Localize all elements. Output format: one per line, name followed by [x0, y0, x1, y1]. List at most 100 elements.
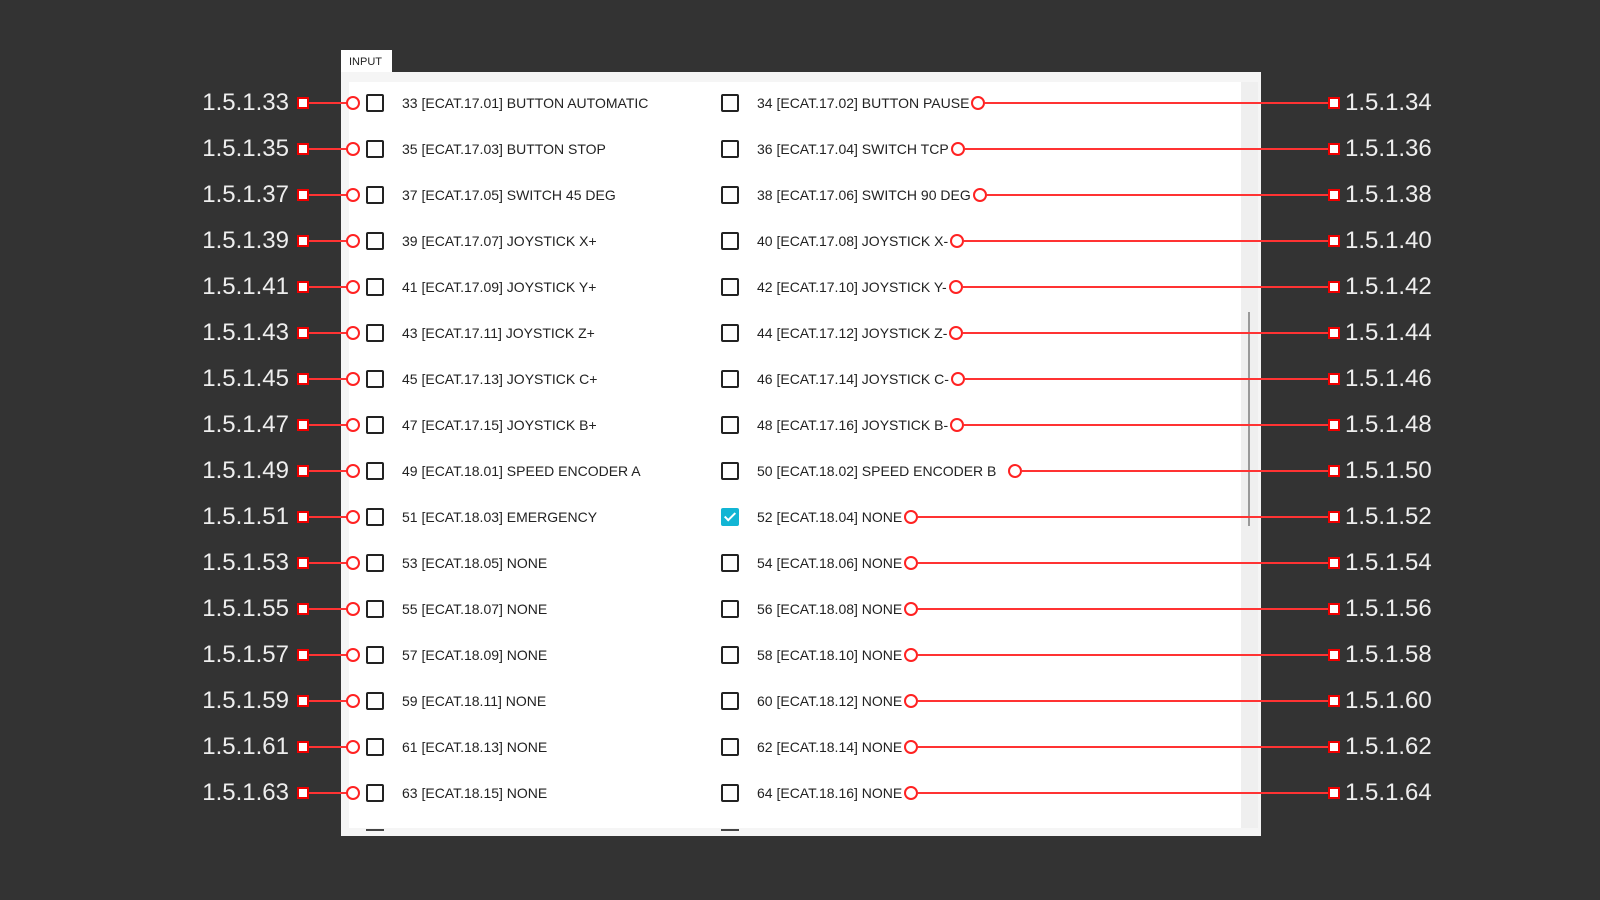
annotation-square-marker [1328, 189, 1340, 201]
io-row: 1.5.1.49 49 [ECAT.18.01] SPEED ENCODER A… [0, 456, 1600, 486]
right-ref-label: 1.5.1.48 [1345, 411, 1432, 438]
left-checkbox[interactable] [366, 324, 384, 342]
right-checkbox[interactable] [721, 232, 739, 250]
right-input-label: 46 [ECAT.17.14] JOYSTICK C- [757, 371, 949, 387]
scrollbar-thumb[interactable] [1248, 312, 1250, 526]
right-input-label: 64 [ECAT.18.16] NONE [757, 785, 903, 801]
annotation-line [918, 700, 1340, 702]
left-input-label: 57 [ECAT.18.09] NONE [402, 647, 548, 663]
right-checkbox[interactable] [721, 738, 739, 756]
left-checkbox[interactable] [366, 370, 384, 388]
left-input-label: 37 [ECAT.17.05] SWITCH 45 DEG [402, 187, 616, 203]
left-ref-label: 1.5.1.49 [202, 457, 289, 484]
right-checkbox[interactable] [721, 462, 739, 480]
annotation-circle-marker [1008, 464, 1023, 478]
annotation-square-marker [297, 465, 309, 477]
left-checkbox[interactable] [366, 508, 384, 526]
annotation-circle-marker [904, 786, 919, 800]
right-checkbox[interactable] [721, 508, 739, 526]
right-annotation: 46 [ECAT.17.14] JOYSTICK C- [757, 364, 1340, 394]
annotation-circle-marker [346, 602, 360, 616]
right-checkbox[interactable] [721, 370, 739, 388]
right-checkbox[interactable] [721, 784, 739, 802]
annotation-square-marker [1328, 465, 1340, 477]
annotation-square-marker [1328, 603, 1340, 615]
right-input-label: 62 [ECAT.18.14] NONE [757, 739, 903, 755]
annotation-circle-marker [950, 234, 965, 248]
left-input-label: 53 [ECAT.18.05] NONE [402, 555, 548, 571]
left-checkbox[interactable] [366, 278, 384, 296]
right-checkbox[interactable] [721, 140, 739, 158]
left-checkbox[interactable] [366, 232, 384, 250]
left-checkbox[interactable] [366, 186, 384, 204]
right-input-label: 44 [ECAT.17.12] JOYSTICK Z- [757, 325, 948, 341]
annotation-square-marker [297, 787, 309, 799]
annotation-circle-marker [904, 740, 919, 754]
annotation-line [1022, 470, 1340, 472]
io-row: 1.5.1.51 51 [ECAT.18.03] EMERGENCY 52 [E… [0, 502, 1600, 532]
right-annotation: 34 [ECAT.17.02] BUTTON PAUSE [757, 88, 1340, 118]
annotation-line [309, 332, 349, 334]
annotation-line [962, 286, 1340, 288]
left-input-label: 51 [ECAT.18.03] EMERGENCY [402, 509, 598, 525]
left-ref-label: 1.5.1.63 [202, 779, 289, 806]
annotation-line [918, 746, 1340, 748]
io-row: 1.5.1.53 53 [ECAT.18.05] NONE 54 [ECAT.1… [0, 548, 1600, 578]
annotation-circle-marker [346, 418, 360, 432]
io-row: 1.5.1.43 43 [ECAT.17.11] JOYSTICK Z+ 44 … [0, 318, 1600, 348]
left-checkbox[interactable] [366, 784, 384, 802]
right-checkbox[interactable] [721, 646, 739, 664]
right-checkbox[interactable] [721, 600, 739, 618]
left-checkbox[interactable] [366, 600, 384, 618]
right-checkbox[interactable] [721, 186, 739, 204]
left-ref-label: 1.5.1.37 [202, 181, 289, 208]
partial-checkbox [721, 829, 739, 831]
left-checkbox[interactable] [366, 416, 384, 434]
io-row: 1.5.1.61 61 [ECAT.18.13] NONE 62 [ECAT.1… [0, 732, 1600, 762]
tab-input[interactable]: INPUT [341, 50, 392, 72]
annotation-line [918, 608, 1340, 610]
annotation-line [985, 102, 1340, 104]
right-input-label: 48 [ECAT.17.16] JOYSTICK B- [757, 417, 949, 433]
left-checkbox[interactable] [366, 554, 384, 572]
right-annotation: 58 [ECAT.18.10] NONE [757, 640, 1340, 670]
annotation-circle-marker [972, 188, 987, 202]
left-input-label: 39 [ECAT.17.07] JOYSTICK X+ [402, 233, 597, 249]
annotation-circle-marker [346, 464, 360, 478]
right-input-label: 36 [ECAT.17.04] SWITCH TCP [757, 141, 949, 157]
annotation-circle-marker [950, 418, 965, 432]
annotation-square-marker [297, 557, 309, 569]
left-checkbox[interactable] [366, 646, 384, 664]
left-input-label: 45 [ECAT.17.13] JOYSTICK C+ [402, 371, 598, 387]
right-input-label: 54 [ECAT.18.06] NONE [757, 555, 903, 571]
annotation-square-marker [1328, 787, 1340, 799]
annotation-line [309, 424, 349, 426]
left-input-label: 35 [ECAT.17.03] BUTTON STOP [402, 141, 606, 157]
right-checkbox[interactable] [721, 94, 739, 112]
right-checkbox[interactable] [721, 692, 739, 710]
right-checkbox[interactable] [721, 324, 739, 342]
left-input-label: 63 [ECAT.18.15] NONE [402, 785, 548, 801]
right-checkbox[interactable] [721, 278, 739, 296]
right-checkbox[interactable] [721, 554, 739, 572]
left-checkbox[interactable] [366, 462, 384, 480]
left-checkbox[interactable] [366, 94, 384, 112]
io-row: 1.5.1.39 39 [ECAT.17.07] JOYSTICK X+ 40 … [0, 226, 1600, 256]
left-checkbox[interactable] [366, 140, 384, 158]
annotation-line [309, 608, 349, 610]
annotation-circle-marker [346, 740, 360, 754]
annotation-circle-marker [950, 372, 965, 386]
annotation-circle-marker [346, 326, 360, 340]
annotation-square-marker [297, 649, 309, 661]
right-ref-label: 1.5.1.64 [1345, 779, 1432, 806]
annotation-square-marker [297, 511, 309, 523]
right-checkbox[interactable] [721, 416, 739, 434]
right-annotation: 42 [ECAT.17.10] JOYSTICK Y- [757, 272, 1340, 302]
partial-checkbox [366, 829, 384, 831]
left-checkbox[interactable] [366, 692, 384, 710]
left-checkbox[interactable] [366, 738, 384, 756]
annotation-circle-marker [904, 510, 919, 524]
left-ref-label: 1.5.1.35 [202, 135, 289, 162]
annotation-square-marker [297, 281, 309, 293]
annotation-square-marker [1328, 557, 1340, 569]
